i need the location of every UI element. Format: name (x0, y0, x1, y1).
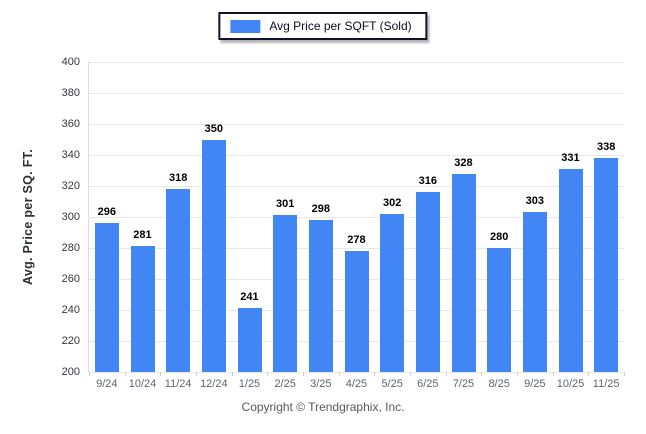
x-axis-tick (445, 372, 447, 376)
bar (487, 248, 512, 372)
x-tick-label: 9/24 (96, 378, 118, 390)
gridline (89, 93, 624, 94)
x-axis-tick (481, 372, 483, 376)
x-axis-tick (303, 372, 304, 376)
x-axis-tick (552, 372, 554, 376)
x-tick-label: 11/25 (592, 378, 620, 390)
bar (94, 223, 119, 372)
x-axis-tick (89, 372, 90, 376)
bar-value-label: 328 (454, 156, 473, 169)
bar (558, 168, 583, 372)
bar-value-label: 241 (240, 291, 259, 304)
x-axis-tick (124, 372, 126, 376)
x-axis-tick (160, 372, 162, 376)
legend[interactable]: Avg Price per SQFT (Sold) (218, 12, 428, 40)
x-axis-tick (374, 372, 376, 376)
y-tick-label: 300 (61, 211, 80, 223)
x-tick-label: 8/25 (488, 378, 510, 390)
gridline (89, 186, 624, 187)
legend-label: Avg Price per SQFT (Sold) (269, 19, 412, 33)
bar-value-label: 298 (311, 203, 330, 216)
bar (594, 158, 619, 372)
y-tick-label: 340 (61, 149, 80, 161)
bar (237, 308, 262, 372)
x-axis-tick (196, 372, 197, 376)
x-axis-tick (338, 372, 340, 376)
x-tick-label: 12/24 (200, 378, 228, 390)
x-tick-label: 10/24 (128, 378, 157, 390)
gridline (89, 217, 624, 218)
bar (451, 173, 476, 372)
x-tick-label: 5/25 (381, 378, 403, 390)
gridline (89, 155, 624, 156)
x-axis-tick (267, 372, 269, 376)
bar-value-label: 316 (418, 175, 437, 188)
gridline (89, 372, 624, 373)
x-tick-label: 3/25 (310, 378, 332, 390)
x-tick-label: 1/25 (238, 378, 261, 390)
x-axis-tick (410, 372, 411, 376)
y-tick-label: 260 (61, 273, 80, 285)
y-tick-label: 220 (61, 335, 80, 347)
x-axis-tick (231, 372, 233, 376)
y-tick-label: 320 (61, 180, 80, 192)
bar (380, 213, 405, 372)
x-tick-label: 9/25 (524, 378, 546, 390)
x-axis-tick (624, 372, 625, 376)
gridline (89, 124, 624, 125)
bar-value-label: 301 (275, 198, 295, 211)
x-tick-label: 6/25 (417, 378, 439, 390)
y-axis-title: Avg. Price per SQ. FT. (21, 148, 35, 286)
gridline (89, 248, 624, 249)
y-tick-label: 200 (61, 366, 80, 378)
bar-value-label: 350 (204, 122, 223, 135)
bar (308, 220, 333, 372)
y-axis-title-wrap: Avg. Price per SQ. FT. (18, 62, 38, 372)
bar-value-label: 303 (525, 195, 544, 208)
y-tick-label: 360 (61, 118, 80, 130)
bar (344, 251, 369, 372)
gridline (89, 62, 624, 63)
x-axis-tick (517, 372, 518, 376)
bar (201, 139, 226, 372)
x-axis-tick (588, 372, 590, 376)
x-tick-label: 7/25 (452, 378, 475, 390)
bar-value-label: 302 (382, 196, 402, 209)
bar (415, 192, 440, 372)
x-tick-label: 2/25 (274, 378, 296, 390)
y-tick-label: 280 (61, 242, 80, 254)
bar (130, 246, 155, 372)
y-tick-label: 380 (61, 87, 80, 99)
bar (273, 215, 298, 372)
y-tick-label: 400 (61, 56, 80, 68)
bar-value-label: 318 (168, 172, 188, 185)
x-tick-label: 4/25 (345, 378, 368, 390)
bar (166, 189, 191, 372)
bar-value-label: 278 (347, 234, 366, 247)
y-tick-label: 240 (61, 304, 80, 316)
bar-value-label: 296 (97, 206, 116, 219)
x-tick-label: 11/24 (164, 378, 192, 390)
legend-swatch-icon (230, 19, 261, 33)
plot-area: 296 9/24 281 10/24 318 11/24 350 12/24 241 1/25 30… (88, 62, 625, 390)
bar-value-label: 331 (561, 151, 580, 164)
bar-value-label: 338 (596, 141, 616, 154)
bar-value-label: 280 (489, 231, 509, 243)
bar-value-label: 281 (133, 229, 152, 242)
bar (522, 212, 547, 372)
x-tick-label: 10/25 (556, 378, 585, 390)
copyright-text: Copyright © Trendgraphix, Inc. (241, 400, 405, 414)
